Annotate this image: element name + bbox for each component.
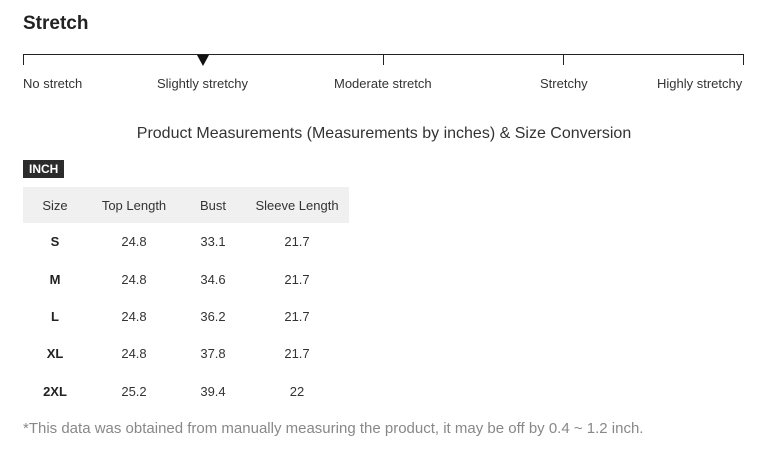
table-row: L 24.8 36.2 21.7	[23, 298, 349, 335]
stretch-level-label: No stretch	[23, 76, 83, 91]
table-row: XL 24.8 37.8 21.7	[23, 335, 349, 372]
bust-cell: 36.2	[200, 308, 226, 324]
column-header: Size	[23, 187, 87, 223]
sleeve-length-cell: 22	[289, 383, 305, 399]
sleeve-length-cell: 21.7	[284, 234, 310, 250]
stretch-level-label: Highly stretchy	[657, 76, 743, 91]
size-cell: S	[50, 234, 60, 250]
bust-cell: 34.6	[200, 271, 226, 287]
table-row: S 24.8 33.1 21.7	[23, 223, 349, 260]
stretch-tick	[743, 54, 744, 65]
column-header: Top Length	[87, 187, 181, 223]
top-length-cell: 24.8	[121, 271, 147, 287]
stretch-tick	[23, 54, 24, 65]
column-header: Sleeve Length	[245, 187, 349, 223]
size-cell: 2XL	[43, 383, 67, 399]
size-cell: XL	[46, 346, 64, 362]
stretch-level-label: Slightly stretchy	[157, 76, 249, 91]
bust-cell: 33.1	[200, 234, 226, 250]
stretch-level-label: Stretchy	[540, 76, 588, 91]
stretch-title: Stretch	[23, 13, 89, 34]
bust-cell: 39.4	[200, 383, 226, 399]
top-length-cell: 24.8	[121, 346, 147, 362]
top-length-cell: 25.2	[121, 383, 147, 399]
size-cell: L	[51, 308, 59, 324]
sleeve-length-cell: 21.7	[284, 271, 310, 287]
stretch-tick	[383, 54, 384, 65]
stretch-tick	[563, 54, 564, 65]
sleeve-length-cell: 21.7	[284, 346, 310, 362]
bust-cell: 37.8	[200, 346, 226, 362]
size-cell: M	[49, 271, 61, 287]
sleeve-length-cell: 21.7	[284, 308, 310, 324]
table-row: M 24.8 34.6 21.7	[23, 260, 349, 297]
table-header-row: Size Top Length Bust Sleeve Length	[23, 187, 349, 223]
stretch-level-label: Moderate stretch	[334, 76, 432, 91]
size-table: Size Top Length Bust Sleeve Length S 24.…	[23, 187, 349, 410]
measurements-heading: Product Measurements (Measurements by in…	[136, 125, 632, 142]
top-length-cell: 24.8	[121, 308, 147, 324]
measurement-disclaimer: *This data was obtained from manually me…	[23, 420, 644, 437]
stretch-selected-marker-icon	[197, 55, 209, 66]
table-row: 2XL 25.2 39.4 22	[23, 373, 349, 410]
top-length-cell: 24.8	[121, 234, 147, 250]
unit-badge: INCH	[23, 160, 65, 178]
column-header: Bust	[181, 187, 245, 223]
